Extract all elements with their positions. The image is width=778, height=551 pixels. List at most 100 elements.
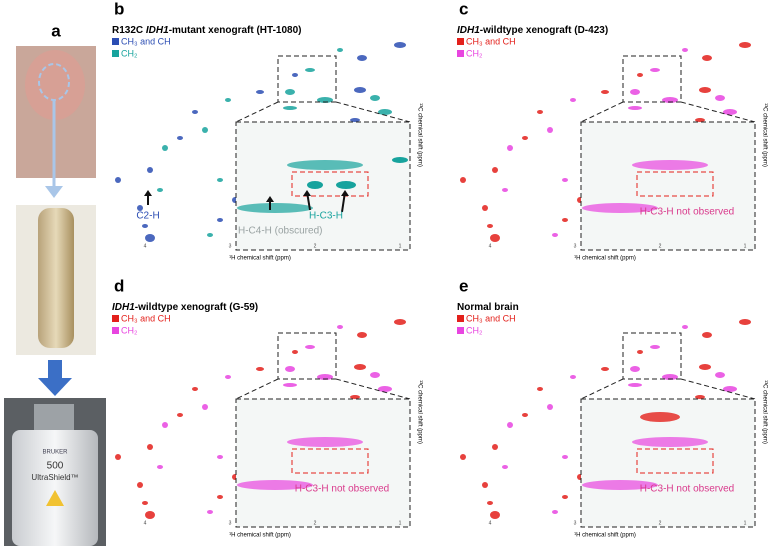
- peak: [650, 345, 660, 349]
- peak: [217, 178, 223, 182]
- peak: [292, 73, 298, 77]
- peak: [522, 413, 528, 417]
- peak: [394, 42, 406, 48]
- x-tick-label: 4: [489, 243, 492, 249]
- panel-title: IDH1-wildtype xenograft (G-59): [112, 302, 258, 313]
- highlight-box: [636, 171, 714, 197]
- peak: [601, 90, 609, 94]
- peak: [662, 97, 678, 103]
- peak: [337, 48, 343, 52]
- peak: [145, 511, 155, 519]
- peak: [702, 332, 712, 338]
- inset-peak: [632, 437, 708, 447]
- peak: [354, 87, 366, 93]
- legend-swatch: [112, 38, 119, 45]
- peak: [317, 374, 333, 380]
- peak: [192, 110, 198, 114]
- peak: [177, 136, 183, 140]
- panel-label: d: [114, 276, 124, 295]
- inset: [235, 121, 411, 251]
- x-axis-label: ¹H chemical shift (ppm): [229, 533, 291, 539]
- legend-label: CH₂: [121, 48, 138, 58]
- peak: [283, 106, 297, 110]
- annotation: H-C3-H: [309, 211, 343, 222]
- mouse-body: [25, 50, 85, 120]
- magnet-name: UltraShield™: [31, 473, 78, 482]
- peak: [292, 350, 298, 354]
- x-tick-label: 1: [399, 520, 402, 526]
- peak: [217, 495, 223, 499]
- zoom-line: [335, 101, 411, 123]
- peak: [537, 387, 543, 391]
- peak: [350, 118, 360, 122]
- peak: [378, 109, 392, 115]
- title-part: -wildtype xenograft (D-423): [480, 25, 608, 36]
- peak: [487, 501, 493, 505]
- magnet: [12, 430, 98, 546]
- peak: [202, 127, 208, 133]
- peak: [162, 422, 168, 428]
- peak: [225, 375, 231, 379]
- annotation: H-C3-H not observed: [640, 484, 734, 495]
- x-tick-label: 4: [144, 243, 147, 249]
- peak: [562, 495, 568, 499]
- inset-peak: [582, 480, 658, 490]
- tube: [38, 208, 74, 348]
- peak: [177, 413, 183, 417]
- peak: [562, 455, 568, 459]
- zoom-line: [580, 378, 624, 400]
- peak: [460, 454, 466, 460]
- zoom-line: [680, 378, 756, 400]
- x-tick-label: 2: [314, 520, 317, 526]
- legend-label: CH₂: [466, 48, 483, 58]
- y-axis-label: ¹³C chemical shift (ppm): [416, 380, 422, 444]
- inset-peak: [392, 157, 408, 163]
- panel: c IDH1-wildtype xenograft (D-423)CH₃ and …: [457, 0, 767, 262]
- legend-label: CH₃ and CH: [121, 36, 171, 46]
- peak: [142, 501, 148, 505]
- peak: [637, 73, 643, 77]
- zoom-box: [622, 332, 682, 380]
- peak: [562, 218, 568, 222]
- peak: [502, 188, 508, 192]
- annotation: H-C3-H not observed: [295, 484, 389, 495]
- peak: [628, 383, 642, 387]
- inset: [580, 121, 756, 251]
- peak: [137, 205, 143, 211]
- legend-label: CH₂: [466, 325, 483, 335]
- peak: [650, 68, 660, 72]
- peak: [522, 136, 528, 140]
- peak: [723, 109, 737, 115]
- peak: [502, 465, 508, 469]
- peak: [601, 367, 609, 371]
- peak: [202, 404, 208, 410]
- highlight-box: [291, 448, 369, 474]
- zoom-line: [235, 378, 279, 400]
- x-axis-label: ¹H chemical shift (ppm): [229, 256, 291, 262]
- x-tick-label: 3: [574, 520, 577, 526]
- zoom-box: [622, 55, 682, 103]
- legend-swatch: [457, 327, 464, 334]
- peak: [217, 218, 223, 222]
- zoom-box: [277, 332, 337, 380]
- peak: [490, 234, 500, 242]
- peak: [715, 372, 725, 378]
- peak: [739, 42, 751, 48]
- highlight-box: [636, 448, 714, 474]
- peak: [370, 95, 380, 101]
- peak: [217, 455, 223, 459]
- peak: [570, 375, 576, 379]
- arrow-head: [45, 186, 63, 198]
- title-part: Normal brain: [457, 302, 519, 313]
- panel-label: e: [459, 276, 468, 295]
- peak: [283, 383, 297, 387]
- peak: [285, 366, 295, 372]
- title-part: R132C: [112, 25, 146, 36]
- annotation: C2-H: [136, 211, 159, 222]
- inset-peak: [237, 203, 313, 213]
- peak: [357, 55, 367, 61]
- legend-swatch: [112, 327, 119, 334]
- legend-swatch: [112, 50, 119, 57]
- arrow-head: [303, 190, 311, 196]
